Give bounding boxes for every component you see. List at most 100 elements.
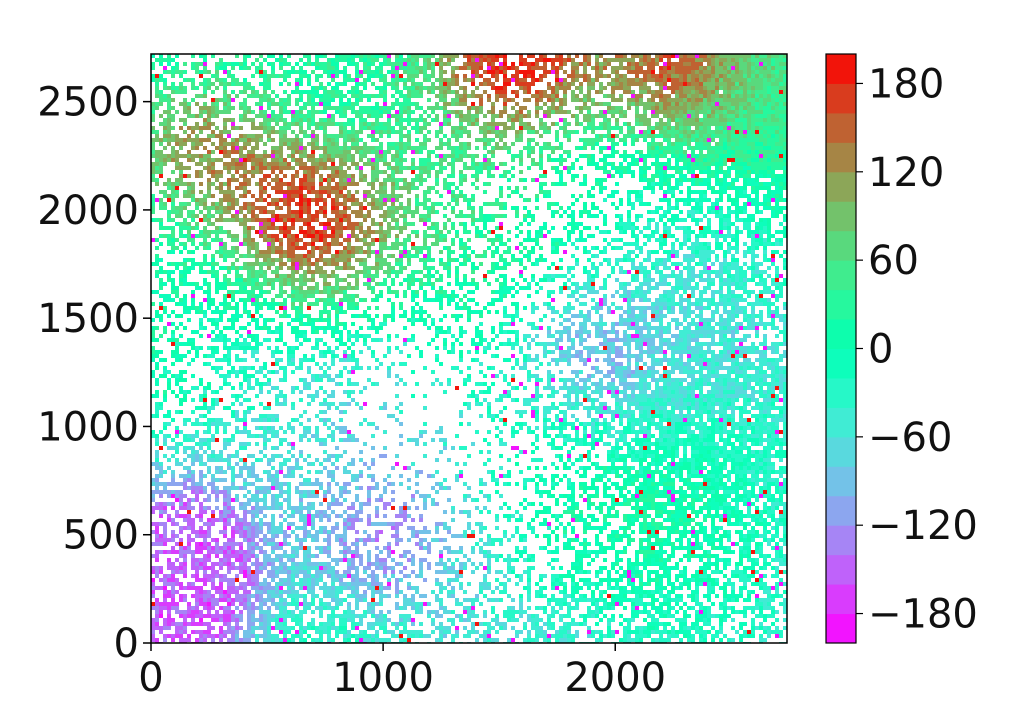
heatmap-cell [443,122,447,126]
heatmap-cell [551,242,555,246]
heatmap-cell [455,154,459,158]
heatmap-cell [411,186,415,190]
heatmap-cell [255,102,259,106]
heatmap-cell [659,178,663,182]
heatmap-cell [755,234,759,238]
heatmap-cell [395,90,399,94]
heatmap-cell [355,130,359,134]
heatmap-cell [315,190,319,194]
heatmap-cell [211,114,215,118]
heatmap-cell [323,230,327,234]
heatmap-cell [243,170,247,174]
heatmap-cell [743,122,747,126]
heatmap-cell [655,114,659,118]
heatmap-cell [431,54,435,58]
heatmap-cell [275,162,279,166]
heatmap-cell [459,238,463,242]
heatmap-cell [391,214,395,218]
heatmap-cell [259,218,263,222]
heatmap-cell [279,162,283,166]
heatmap-cell [291,174,295,178]
heatmap-cell [191,194,195,198]
heatmap-cell [359,158,363,162]
heatmap-cell [207,222,211,226]
heatmap-cell [743,66,747,70]
heatmap-cell [159,138,163,142]
heatmap-cell [275,226,279,230]
heatmap-cell [683,130,687,134]
heatmap-cell [531,138,535,142]
heatmap-cell [307,190,311,194]
heatmap-cell [699,226,703,230]
heatmap-cell [575,74,579,78]
heatmap-cell [775,238,779,242]
heatmap-cell [267,126,271,130]
heatmap-cell [559,126,563,130]
heatmap-cell [519,106,523,110]
heatmap-cell [763,134,767,138]
heatmap-cell [555,138,559,142]
heatmap-cell [523,186,527,190]
heatmap-cell [403,78,407,82]
heatmap-cell [695,126,699,130]
heatmap-cell [591,66,595,70]
heatmap-cell [543,122,547,126]
heatmap-cell [759,142,763,146]
heatmap-cell [727,134,731,138]
heatmap-cell [479,82,483,86]
heatmap-cell [491,70,495,74]
heatmap-cell [227,62,231,66]
heatmap-cell [183,226,187,230]
heatmap-cell [707,102,711,106]
heatmap-cell [711,118,715,122]
heatmap-cell [263,150,267,154]
heatmap-cell [559,62,563,66]
heatmap-cell [391,86,395,90]
heatmap-cell [183,182,187,186]
heatmap-cell [523,238,527,242]
heatmap-cell [723,90,727,94]
heatmap-cell [179,90,183,94]
heatmap-cell [691,218,695,222]
heatmap-cell [627,106,631,110]
heatmap-cell [203,218,207,222]
heatmap-cell [699,210,703,214]
heatmap-cell [659,106,663,110]
heatmap-cell [467,238,471,242]
heatmap-cell [215,230,219,234]
heatmap-cell [207,186,211,190]
heatmap-cell [687,130,691,134]
heatmap-cell [439,238,443,242]
heatmap-cell [635,62,639,66]
heatmap-cell [703,234,707,238]
heatmap-cell [663,114,667,118]
heatmap-cell [759,134,763,138]
heatmap-cell [523,70,527,74]
heatmap-cell [227,98,231,102]
heatmap-cell [223,82,227,86]
heatmap-cell [487,158,491,162]
heatmap-cell [179,226,183,230]
heatmap-cell [203,206,207,210]
heatmap-cell [591,130,595,134]
heatmap-cell [171,146,175,150]
heatmap-cell [303,182,307,186]
heatmap-cell [695,134,699,138]
heatmap-cell [527,110,531,114]
heatmap-cell [175,62,179,66]
heatmap-cell [747,86,751,90]
heatmap-cell [731,66,735,70]
heatmap-cell [735,206,739,210]
heatmap-cell [555,70,559,74]
heatmap-cell [779,66,783,70]
heatmap-cell [327,226,331,230]
heatmap-cell [591,158,595,162]
heatmap-cell [471,122,475,126]
heatmap-cell [167,122,171,126]
heatmap-cell [555,242,559,246]
heatmap-cell [383,238,387,242]
heatmap-cell [679,198,683,202]
heatmap-cell [415,62,419,66]
heatmap-cell [487,170,491,174]
heatmap-cell [387,226,391,230]
